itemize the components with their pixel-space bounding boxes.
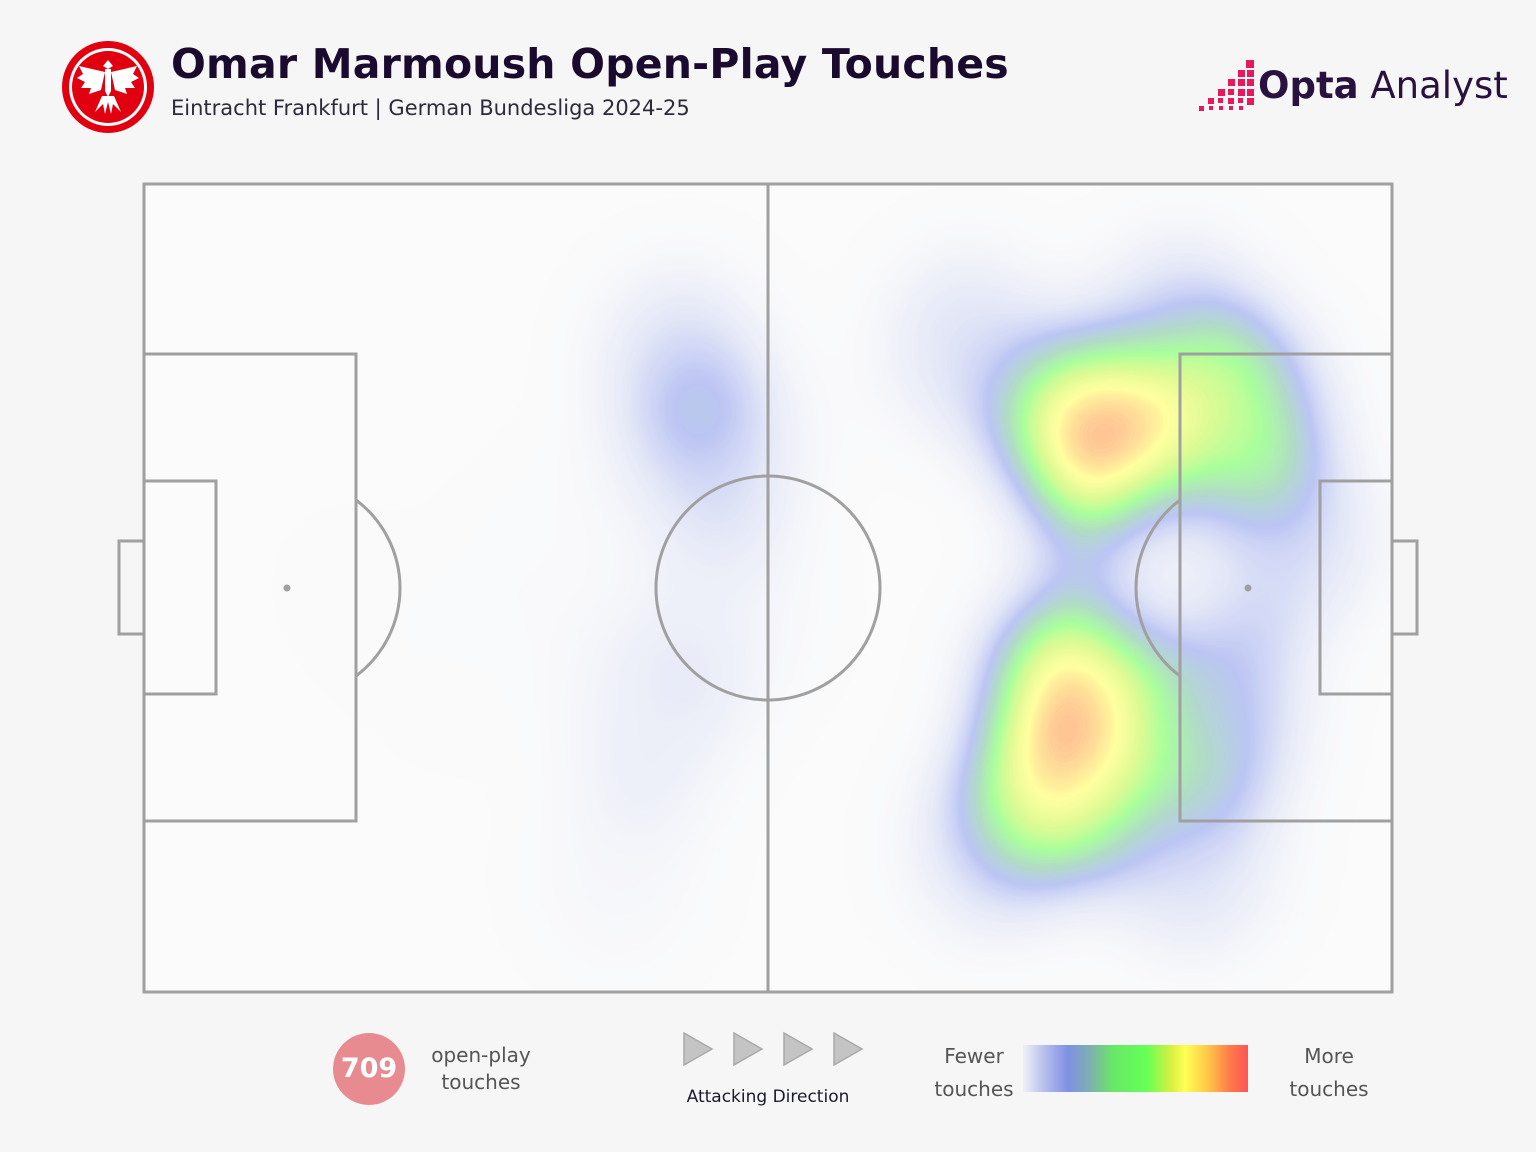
brand-name-light: Analyst bbox=[1370, 64, 1508, 107]
touch-count-label: open-play touches bbox=[421, 1042, 541, 1096]
right-goal bbox=[1390, 539, 1419, 636]
pitch-lines bbox=[117, 182, 1419, 994]
brand-name: Opta Analyst bbox=[1258, 64, 1508, 107]
chart-title: Omar Marmoush Open-Play Touches bbox=[171, 40, 1009, 88]
left-penalty-arc bbox=[355, 498, 402, 678]
brand-name-bold: Opta bbox=[1258, 64, 1359, 107]
heatmap-hotspot bbox=[1084, 219, 1275, 440]
left-goal bbox=[117, 539, 146, 636]
legend-color-scale bbox=[1023, 1045, 1248, 1092]
heatmap-hotspot bbox=[897, 736, 1088, 957]
legend-fewer-line1: Fewer bbox=[944, 1044, 1004, 1068]
eintracht-frankfurt-crest bbox=[62, 41, 154, 133]
touch-count-badge: 709 bbox=[333, 1033, 405, 1105]
heatmap-hotspot bbox=[249, 478, 439, 698]
legend-more-line2: touches bbox=[1289, 1077, 1369, 1101]
legend-fewer-line2: touches bbox=[934, 1077, 1014, 1101]
heatmap-hotspot bbox=[1097, 752, 1288, 973]
right-penalty-arc bbox=[1134, 498, 1181, 678]
heatmap-hotspot bbox=[872, 235, 1063, 456]
heatmap-hotspot bbox=[361, 558, 551, 779]
heatmap-hotspot bbox=[1197, 429, 1388, 650]
attacking-direction-label: Attacking Direction bbox=[686, 1087, 850, 1107]
triangle-right-icon bbox=[783, 1031, 814, 1067]
touch-count-label-line1: open-play bbox=[431, 1043, 531, 1067]
left-penalty-spot bbox=[283, 584, 291, 592]
legend-fewer-label: Fewer touches bbox=[924, 1040, 1024, 1106]
heatmap-layer bbox=[144, 184, 1392, 992]
triangle-right-icon bbox=[733, 1031, 764, 1067]
centre-circle bbox=[654, 474, 882, 702]
legend-more-line1: More bbox=[1304, 1044, 1354, 1068]
triangle-right-icon bbox=[683, 1031, 714, 1067]
right-penalty-spot bbox=[1244, 584, 1252, 592]
attacking-direction-arrows bbox=[683, 1031, 864, 1067]
pitch-heatmap bbox=[117, 182, 1419, 994]
opta-analyst-logo-icon bbox=[1199, 60, 1254, 111]
triangle-right-icon bbox=[833, 1031, 864, 1067]
legend-more-label: More touches bbox=[1279, 1040, 1379, 1106]
chart-subtitle: Eintracht Frankfurt | German Bundesliga … bbox=[171, 96, 690, 120]
heatmap-hotspot bbox=[635, 502, 826, 723]
touch-count-label-line2: touches bbox=[441, 1070, 521, 1094]
heatmap-hotspot bbox=[523, 768, 714, 989]
